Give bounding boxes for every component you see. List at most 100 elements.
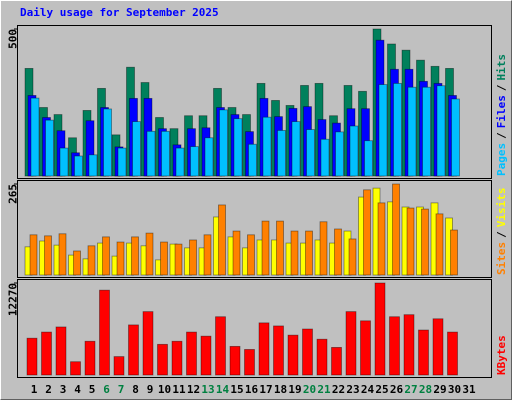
- bar: [145, 232, 154, 276]
- bar: [186, 331, 197, 376]
- x-tick-label: 25: [375, 383, 388, 396]
- bar: [261, 220, 270, 276]
- bar: [320, 138, 330, 177]
- bar: [316, 338, 328, 376]
- bar: [146, 130, 156, 177]
- bar: [103, 108, 112, 177]
- bar: [306, 129, 315, 177]
- bar: [450, 229, 458, 276]
- y-tick-label: 500: [7, 29, 20, 49]
- bar: [436, 85, 446, 177]
- bar: [132, 121, 141, 177]
- x-tick-label: 10: [158, 383, 171, 396]
- bar: [45, 119, 54, 177]
- bar: [403, 314, 415, 376]
- bar: [360, 320, 371, 376]
- bar: [73, 250, 81, 276]
- bar: [87, 245, 96, 276]
- bar: [407, 86, 417, 177]
- bar: [422, 86, 431, 177]
- bar: [117, 147, 127, 177]
- bar: [393, 82, 402, 177]
- bar: [392, 183, 400, 276]
- bar: [277, 130, 286, 177]
- bar: [157, 343, 168, 376]
- bar: [200, 335, 212, 376]
- bar: [248, 143, 257, 177]
- bar: [88, 154, 98, 177]
- x-tick-label: 17: [259, 383, 272, 396]
- legend: KBytes: [495, 335, 508, 375]
- bar: [334, 228, 342, 276]
- x-tick-label: 6: [103, 383, 110, 396]
- bar: [70, 361, 81, 376]
- bar: [421, 208, 429, 276]
- bar: [447, 331, 458, 376]
- x-tick-label: 12: [187, 383, 200, 396]
- bar: [74, 155, 83, 177]
- x-tick-label: 1: [31, 383, 38, 396]
- bar: [59, 147, 69, 177]
- bar: [26, 337, 38, 376]
- bar: [378, 84, 388, 177]
- bar: [30, 97, 40, 177]
- x-tick-label: 9: [147, 383, 154, 396]
- bar: [229, 345, 241, 376]
- bar: [58, 233, 67, 276]
- y-tick-label: 265: [7, 184, 20, 204]
- bar: [302, 328, 313, 376]
- x-tick-label: 11: [172, 383, 186, 396]
- bar: [102, 236, 110, 276]
- bar: [219, 109, 228, 177]
- bar: [142, 311, 154, 376]
- legend-entry: Hits: [495, 54, 508, 81]
- legend-entry: Pages: [495, 143, 508, 176]
- legend-entry: Visits: [495, 188, 508, 228]
- x-tick-label: 3: [60, 383, 67, 396]
- bar: [345, 311, 357, 376]
- bar: [171, 340, 183, 376]
- bar: [305, 230, 313, 276]
- bar: [233, 118, 243, 177]
- bar: [99, 289, 110, 376]
- bar: [247, 234, 255, 276]
- bar: [377, 202, 386, 276]
- y-tick-label: 12270: [7, 283, 20, 316]
- bar: [174, 243, 183, 276]
- bar: [204, 137, 214, 177]
- x-tick-label: 24: [361, 383, 375, 396]
- bar: [291, 121, 301, 177]
- bar: [435, 213, 444, 276]
- x-tick-label: 4: [74, 383, 81, 396]
- bar: [203, 234, 212, 276]
- x-tick-label: 5: [89, 383, 96, 396]
- x-tick-label: 21: [317, 383, 331, 396]
- x-tick-label: 27: [404, 383, 417, 396]
- x-tick-label: 2: [45, 383, 52, 396]
- legend: Pages / Files / Hits: [495, 54, 508, 176]
- legend: Sites / Visits: [495, 188, 508, 276]
- x-tick-label: 7: [118, 383, 125, 396]
- bar: [215, 316, 226, 376]
- bar: [258, 322, 270, 376]
- bar: [363, 189, 371, 276]
- bar: [451, 98, 460, 177]
- x-tick-label: 15: [230, 383, 243, 396]
- x-tick-label: 18: [274, 383, 287, 396]
- bar: [190, 146, 199, 177]
- x-tick-label: 19: [288, 383, 301, 396]
- bar: [319, 221, 328, 276]
- bar: [331, 346, 342, 376]
- bar: [287, 334, 299, 376]
- bar: [113, 356, 125, 376]
- x-tick-label: 13: [201, 383, 214, 396]
- bar: [406, 207, 415, 276]
- bar: [218, 204, 226, 276]
- bar: [44, 235, 52, 276]
- x-tick-label: 8: [132, 383, 139, 396]
- bar: [131, 236, 139, 276]
- bar: [175, 147, 185, 177]
- bar: [84, 340, 96, 376]
- bar: [160, 241, 168, 276]
